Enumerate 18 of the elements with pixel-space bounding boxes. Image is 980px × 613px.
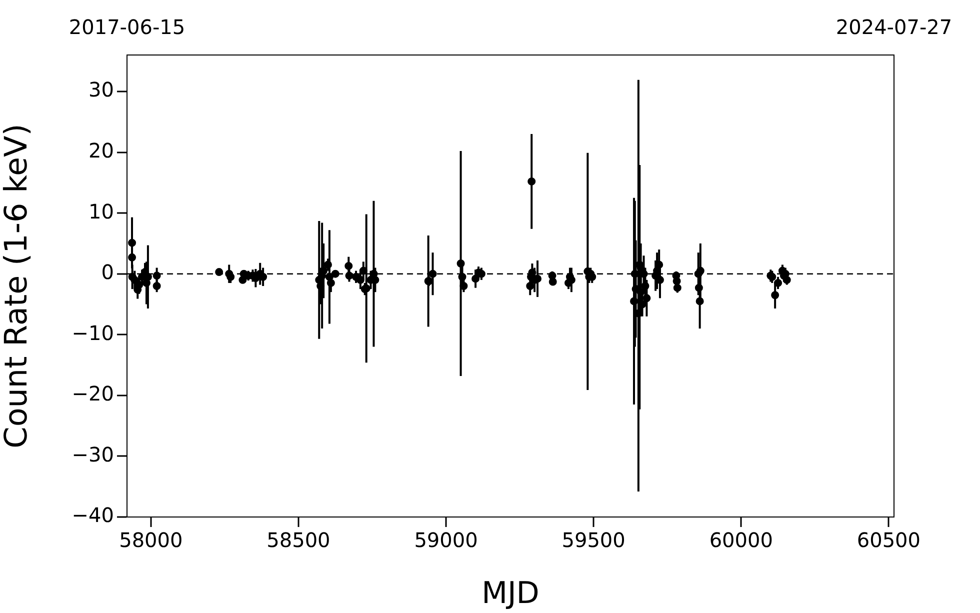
x2-tick-label: 2017-06-15 [68,15,186,40]
x-tick-label: 58000 [119,528,183,552]
x-tick-label: 58500 [266,528,330,552]
x-tick-label: 59000 [414,528,478,552]
x-tick-label: 60000 [709,528,773,552]
x-tick-label: 60500 [856,528,920,552]
y-tick-label: −40 [72,503,114,528]
y-tick-label: −30 [72,442,114,466]
y-tick-label: −20 [72,382,114,406]
y-tick-label: 30 [88,78,114,102]
x-axis-title: MJD [482,576,540,611]
y-tick-label: 20 [88,138,114,162]
y-tick-label: −10 [72,320,114,345]
y-axis-title: Count Rate (1-6 keV) [0,124,35,448]
x-tick-label: 59500 [562,528,626,552]
y-tick-label: 0 [101,260,114,284]
x2-tick-label: 2024-07-27 [836,15,952,40]
y-tick-label: 10 [88,199,114,224]
